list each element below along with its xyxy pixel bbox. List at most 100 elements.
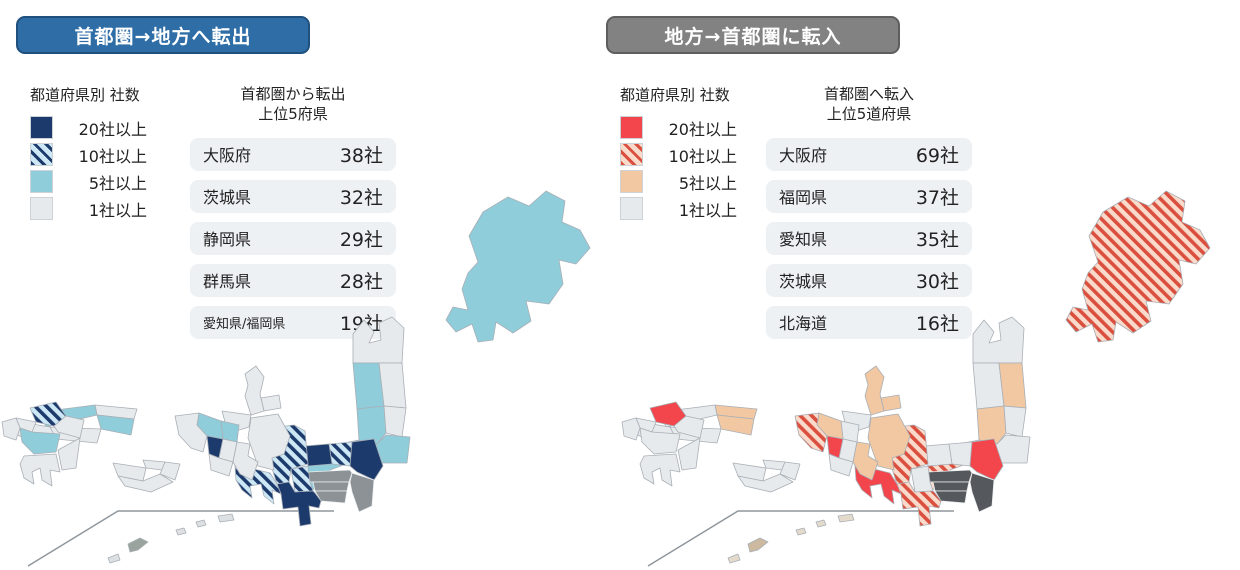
- region-mie: [232, 441, 259, 481]
- company-count: 30社: [915, 270, 959, 293]
- japan-map-outbound: [1, 190, 591, 567]
- legend-swatch-5plus: [620, 170, 643, 193]
- legend-label: 10社以上: [668, 146, 737, 166]
- legend-label: 10社以上: [78, 146, 147, 166]
- legend-swatch-20plus: [30, 116, 53, 139]
- region-isl1: [837, 513, 855, 523]
- legend-title: 都道府県別 社数: [620, 86, 730, 104]
- region-kagoshima: [19, 453, 61, 487]
- region-aomori: [972, 316, 1025, 364]
- prefecture-name: 福岡県: [779, 188, 828, 207]
- ranking-row: 静岡県 29社: [190, 221, 396, 255]
- region-akita: [352, 362, 385, 410]
- legend-swatch-1plus: [30, 197, 53, 220]
- prefecture-name: 大阪府: [779, 146, 828, 165]
- outbound-header: 首都圏→地方へ転出: [16, 16, 310, 54]
- ranking-title: 首都圏へ転入 上位5道府県: [823, 85, 914, 124]
- region-yamagata: [976, 405, 1007, 445]
- region-toyama: [260, 394, 282, 412]
- region-hyogo: [174, 412, 208, 453]
- region-oita: [673, 415, 705, 439]
- region-hokkaido: [1065, 190, 1211, 343]
- region-gifu: [247, 413, 291, 471]
- region-miyagi: [383, 405, 407, 438]
- company-count: 16社: [915, 312, 959, 335]
- region-isl3: [795, 527, 807, 536]
- legend-title: 都道府県別 社数: [30, 86, 140, 104]
- ranking-row: 群馬県 28社: [190, 263, 396, 297]
- okinawa-inset-line: [647, 510, 954, 567]
- region-tochigi: [328, 441, 353, 467]
- region-miyagi: [1003, 405, 1027, 438]
- region-hyogo: [794, 412, 828, 453]
- legend-label: 20社以上: [78, 119, 147, 139]
- legend-item: 1社以上: [620, 195, 770, 222]
- prefecture-name: 愛知県: [779, 230, 828, 249]
- prefecture-name: 群馬県: [203, 272, 252, 291]
- region-kagawa: [762, 459, 786, 471]
- legend-label: 20社以上: [668, 119, 737, 139]
- region-okayama: [716, 414, 755, 436]
- region-isl4: [107, 553, 121, 564]
- company-count: 35社: [915, 228, 959, 251]
- region-saitama: [927, 469, 973, 483]
- ranking-row: 大阪府 69社: [766, 137, 972, 171]
- region-kochi: [737, 473, 794, 493]
- company-count: 38社: [339, 144, 383, 167]
- ranking-row: 福岡県 37社: [766, 179, 972, 213]
- region-yamanashi: [910, 465, 934, 493]
- region-hokkaido: [445, 190, 591, 343]
- inbound-header: 地方→首都圏に転入: [606, 16, 900, 54]
- region-saitama: [307, 469, 353, 483]
- company-count: 37社: [915, 186, 959, 209]
- inbound-legend: 都道府県別 社数 20社以上 10社以上 5社以上 1社以上: [620, 84, 770, 222]
- legend-label: 5社以上: [88, 173, 147, 193]
- region-iwate: [998, 362, 1027, 409]
- region-kumamoto: [19, 427, 61, 455]
- ranking-row: 北海道 16社: [766, 305, 972, 339]
- region-ishikawa: [244, 365, 265, 416]
- legend-item: 5社以上: [620, 168, 770, 195]
- legend-item: 1社以上: [30, 195, 180, 222]
- legend-item: 20社以上: [620, 114, 770, 141]
- outbound-legend: 都道府県別 社数 20社以上 10社以上 5社以上 1社以上: [30, 84, 180, 222]
- region-shizuoka: [896, 481, 942, 527]
- region-kagoshima: [639, 453, 681, 487]
- region-fukui: [841, 410, 872, 432]
- panel-outbound: 首都圏→地方へ転出 都道府県別 社数 20社以上 10社以上 5社以上 1社以上…: [1, 16, 591, 567]
- region-okinawa: [747, 537, 769, 553]
- prefecture-name: 茨城県: [203, 188, 252, 207]
- prefecture-name: 愛知県/福岡県: [203, 316, 286, 332]
- legend-item: 10社以上: [620, 141, 770, 168]
- region-miyazaki: [677, 437, 701, 471]
- legend-label: 5社以上: [678, 173, 737, 193]
- region-yamagata: [356, 405, 387, 445]
- region-chiba: [969, 472, 995, 513]
- region-tokushima: [159, 461, 181, 481]
- company-count: 32社: [339, 186, 383, 209]
- legend-item: 5社以上: [30, 168, 180, 195]
- legend-swatch-10plus: [30, 143, 53, 166]
- region-isl3: [175, 527, 187, 536]
- ranking-title: 首都圏から転出 上位5府県: [240, 85, 346, 124]
- region-ishikawa: [864, 365, 885, 416]
- region-tokyo: [312, 481, 350, 492]
- region-wakayama: [828, 453, 854, 477]
- region-oita: [53, 415, 85, 439]
- region-kumamoto: [639, 427, 681, 455]
- region-gunma: [304, 443, 333, 467]
- panel-inbound: 地方→首都圏に転入 都道府県別 社数 20社以上 10社以上 5社以上 1社以上…: [590, 0, 1240, 570]
- region-isl4: [727, 553, 741, 564]
- ranking-row: 愛知県 35社: [766, 221, 972, 255]
- region-shizuoka: [276, 481, 322, 527]
- outbound-ranking-table: 首都圏から転出 上位5府県 大阪府 38社 茨城県 32社 静岡県 29社 群馬…: [190, 84, 396, 348]
- okinawa-inset-line: [27, 510, 334, 567]
- legend-swatch-20plus: [620, 116, 643, 139]
- legend-item: 10社以上: [30, 141, 180, 168]
- region-kanagawa: [314, 490, 348, 504]
- region-wakayama: [208, 453, 234, 477]
- region-kochi: [117, 473, 174, 493]
- region-nagasaki: [621, 417, 641, 441]
- region-yamanashi: [290, 465, 314, 493]
- company-count: 29社: [339, 228, 383, 251]
